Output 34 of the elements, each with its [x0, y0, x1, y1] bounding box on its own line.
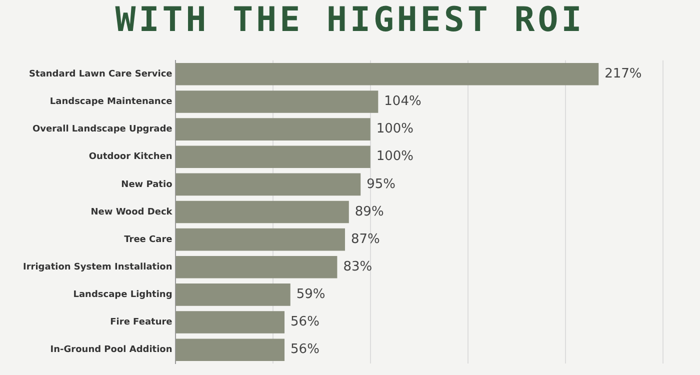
data-label: 59%	[296, 287, 326, 302]
y-tick-label: Fire Feature	[110, 318, 172, 328]
data-label: 95%	[366, 176, 396, 192]
bar	[176, 146, 370, 168]
bar	[176, 338, 285, 361]
data-label: 89%	[354, 204, 384, 220]
data-label: 87%	[351, 232, 380, 247]
bar	[176, 63, 599, 86]
bar	[176, 90, 378, 113]
data-label: 83%	[343, 260, 372, 274]
data-label: 100%	[376, 149, 414, 164]
data-label: 56%	[290, 314, 320, 330]
y-tick-label: Standard Lawn Care Service	[29, 70, 172, 80]
chart-title: WITH THE HIGHEST ROI	[114, 0, 586, 42]
y-tick-label: Landscape Maintenance	[50, 97, 172, 108]
y-tick-label: Tree Care	[124, 234, 172, 245]
y-tick-label: Landscape Lighting	[73, 290, 172, 300]
bar	[176, 311, 285, 334]
bar	[176, 256, 338, 278]
y-tick-label: Outdoor Kitchen	[88, 152, 172, 162]
data-label: 104%	[384, 94, 422, 110]
bar	[176, 228, 345, 251]
y-tick-label: Irrigation System Installation	[22, 262, 172, 272]
data-label: 56%	[290, 342, 320, 358]
y-tick-label: In-Ground Pool Addition	[50, 345, 172, 356]
bar	[176, 118, 370, 140]
y-tick-label: New Patio	[121, 180, 172, 190]
y-tick-label: New Wood Deck	[90, 207, 174, 218]
bar	[176, 284, 290, 306]
bar	[176, 173, 361, 196]
data-label: 217%	[604, 66, 642, 82]
data-label: 100%	[376, 122, 414, 137]
bar	[176, 200, 349, 224]
y-tick-label: Overall Landscape Upgrade	[32, 124, 172, 135]
